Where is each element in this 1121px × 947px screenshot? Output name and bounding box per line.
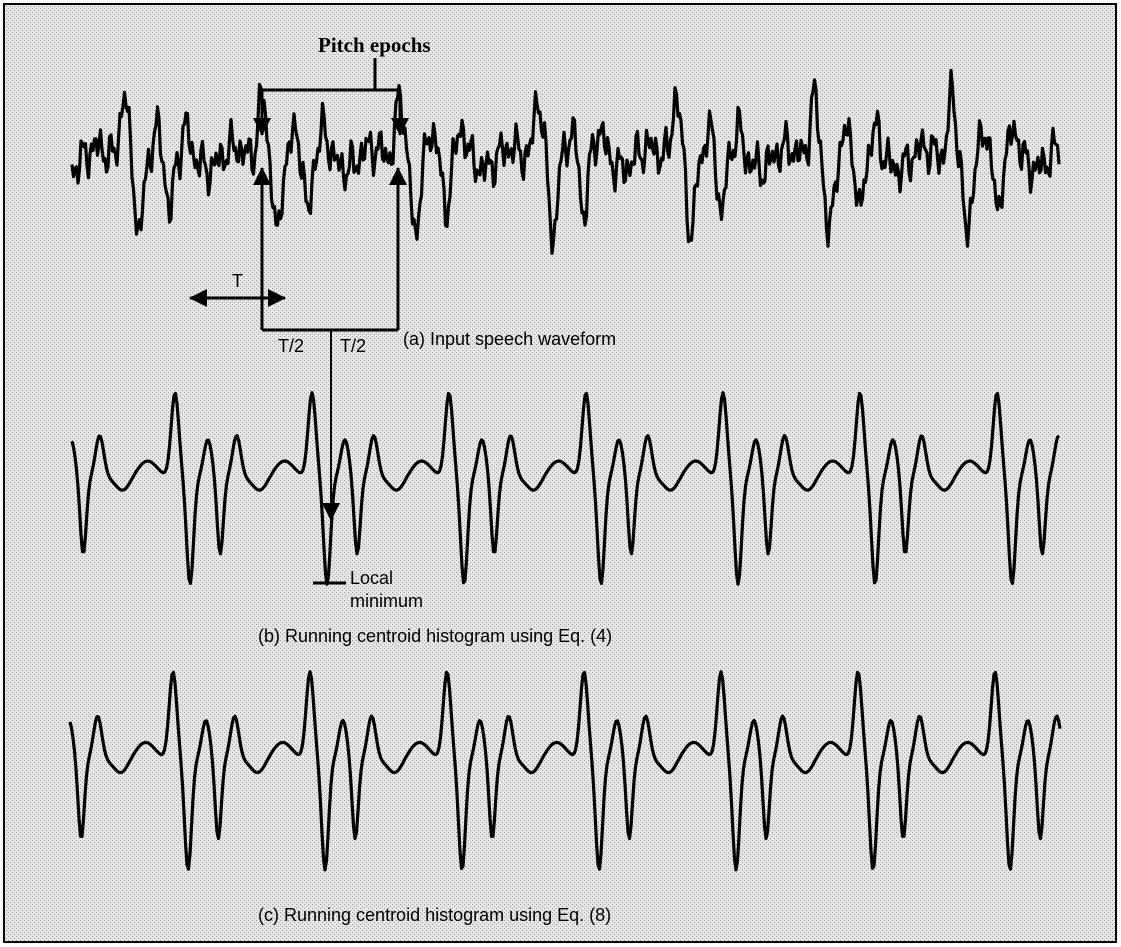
caption: (b) Running centroid histogram using Eq.… [258, 626, 612, 646]
label: T/2 [340, 336, 366, 356]
label: Pitch epochs [318, 33, 431, 57]
frame [3, 3, 1117, 943]
label: minimum [350, 591, 423, 611]
caption: (c) Running centroid histogram using Eq.… [258, 905, 611, 925]
waveforms [68, 68, 1062, 872]
label: T/2 [278, 336, 304, 356]
waveform [68, 670, 1062, 872]
waveform [70, 68, 1061, 255]
waveform [70, 391, 1061, 586]
label: Local [350, 568, 393, 588]
caption: (a) Input speech waveform [403, 329, 616, 349]
bracket-top [262, 58, 400, 92]
label: T [232, 271, 243, 291]
annotations [189, 58, 409, 585]
